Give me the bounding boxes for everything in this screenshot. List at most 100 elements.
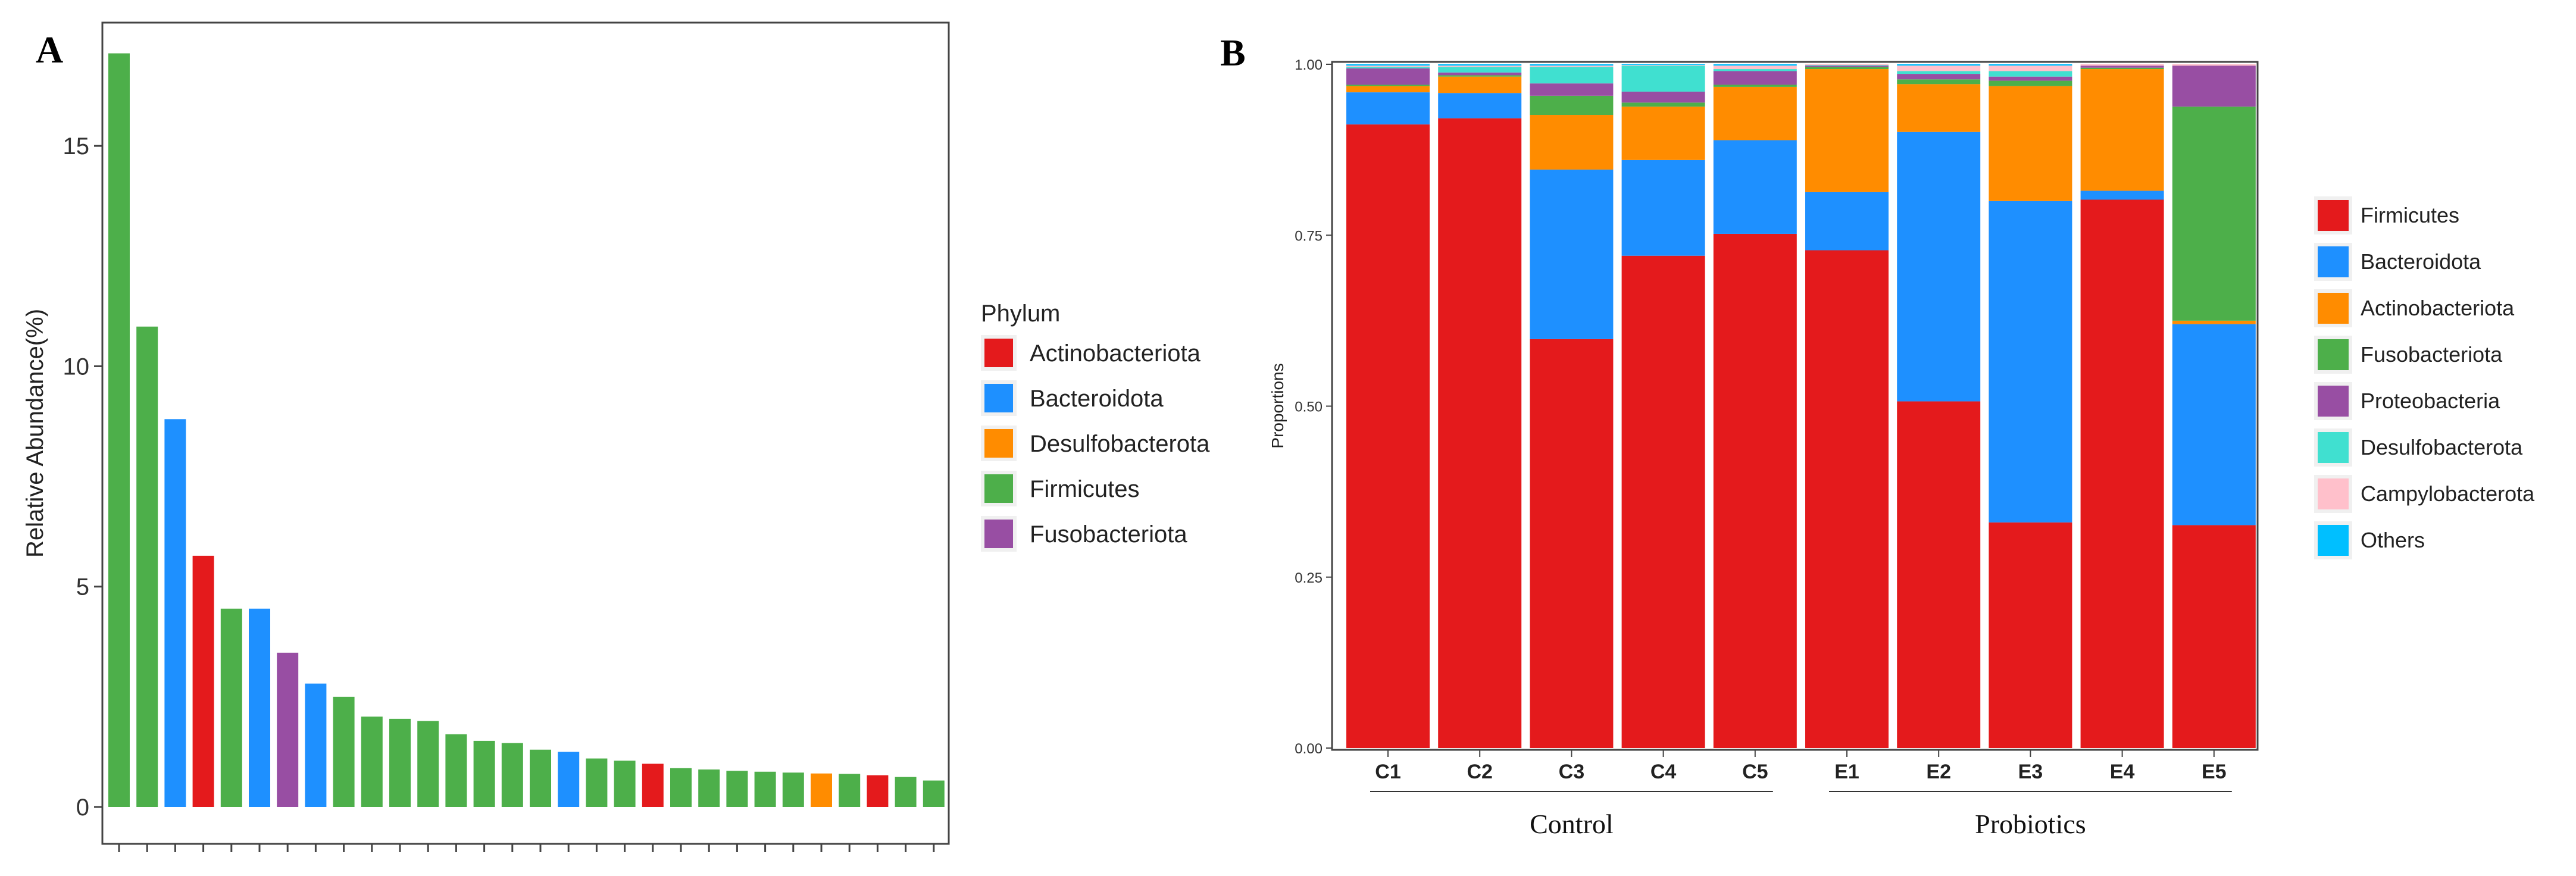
legend-label: Firmicutes	[1030, 476, 1139, 502]
bar-segment-fusobacteriota	[1989, 80, 2072, 86]
bar-segment-fusobacteriota	[1897, 79, 1981, 85]
bar-segment-others	[1346, 64, 1430, 66]
legend-swatch	[984, 339, 1013, 367]
bar-segment-campylobacterota	[1713, 65, 1797, 70]
bar-segment-desulfobacterota	[1989, 71, 2072, 77]
bar-segment-bacteroidota	[1621, 159, 1705, 256]
bar-segment-actinobacteriota	[1805, 69, 1889, 192]
bar-firmicutes	[782, 772, 804, 807]
bar-firmicutes	[726, 771, 748, 807]
group-label: Control	[1530, 809, 1614, 839]
x-tick-label: E2	[1926, 761, 1951, 783]
x-tick-label: E4	[2110, 761, 2135, 783]
legend-label: Desulfobacterota	[2361, 435, 2523, 459]
bar-firmicutes	[923, 780, 945, 807]
x-tick-label: C3	[1559, 761, 1584, 783]
bar-segment-fusobacteriota	[1805, 67, 1889, 70]
bar-segment-others	[1989, 64, 2072, 66]
legend-swatch	[2318, 246, 2349, 277]
legend-swatch	[2318, 200, 2349, 231]
bar-segment-desulfobacterota	[1713, 69, 1797, 71]
bar-segment-bacteroidota	[1989, 201, 2072, 523]
y-tick-label: 15	[63, 133, 90, 159]
bar-segment-bacteroidota	[1713, 140, 1797, 234]
bar-segment-actinobacteriota	[1897, 84, 1981, 132]
bar-bacteroidota	[249, 608, 270, 807]
panel-a-legend-title: Phylum	[981, 301, 1060, 327]
bar-firmicutes	[361, 717, 383, 807]
bar-segment-proteobacteria	[1989, 76, 2072, 81]
bar-segment-actinobacteriota	[1621, 107, 1705, 160]
panel-b-y-label: Proportions	[1268, 363, 1287, 448]
bar-segment-bacteroidota	[1346, 92, 1430, 125]
bar-segment-bacteroidota	[1530, 169, 1614, 339]
bar-segment-campylobacterota	[1438, 65, 1522, 67]
bar-segment-firmicutes	[2080, 199, 2164, 748]
bar-segment-bacteroidota	[1897, 132, 1981, 402]
bar-firmicutes	[614, 761, 636, 807]
y-tick-label: 0.75	[1295, 228, 1323, 244]
legend-swatch	[2318, 478, 2349, 509]
bar-segment-bacteroidota	[2080, 190, 2164, 200]
y-tick-label: 0	[76, 794, 89, 821]
bar-segment-fusobacteriota	[1346, 85, 1430, 86]
bar-fusobacteriota	[277, 652, 299, 807]
panel-b-legend: Firmicutes Bacteroidota Actinobacteriota Fu…	[2314, 196, 2535, 559]
bar-segment-desulfobacterota	[1621, 65, 1705, 92]
bar-firmicutes	[417, 721, 439, 807]
bar-segment-proteobacteria	[1897, 74, 1981, 80]
bar-segment-campylobacterota	[2172, 64, 2256, 66]
legend-swatch	[2318, 293, 2349, 324]
panel-a-legend: Phylum Actinobacteriota Bacteroidota Desul…	[981, 301, 1210, 552]
legend-label: Actinobacteriota	[2361, 296, 2515, 320]
bar-segment-firmicutes	[1805, 250, 1889, 748]
panel-b-groups: Control Probiotics	[1370, 791, 2232, 839]
bar-segment-others	[1438, 64, 1522, 66]
bar-segment-fusobacteriota	[1530, 95, 1614, 115]
bar-segment-actinobacteriota	[1346, 86, 1430, 93]
legend-label: Bacteroidota	[1030, 386, 1164, 412]
legend-swatch	[984, 429, 1013, 458]
bar-segment-actinobacteriota	[2172, 320, 2256, 324]
bar-segment-campylobacterota	[1346, 65, 1430, 67]
bar-segment-proteobacteria	[1530, 83, 1614, 96]
bar-segment-campylobacterota	[2080, 64, 2164, 66]
bar-segment-proteobacteria	[1438, 72, 1522, 76]
bar-bacteroidota	[558, 752, 580, 807]
legend-label: Proteobacteria	[2361, 389, 2500, 413]
y-tick-label: 0.50	[1295, 399, 1323, 415]
bar-actinobacteriota	[642, 764, 664, 807]
x-tick-label: C5	[1742, 761, 1768, 783]
bar-firmicutes	[530, 749, 551, 807]
legend-label: Fusobacteriota	[2361, 342, 2503, 367]
bar-segment-proteobacteria	[2172, 65, 2256, 107]
legend-label: Desulfobacterota	[1030, 431, 1210, 457]
bar-bacteroidota	[164, 419, 186, 807]
y-tick-label: 10	[63, 353, 90, 380]
bar-firmicutes	[670, 768, 692, 807]
bar-segment-actinobacteriota	[1989, 86, 2072, 201]
bar-segment-firmicutes	[1989, 522, 2072, 748]
bar-segment-bacteroidota	[1438, 93, 1522, 118]
bar-firmicutes	[895, 777, 917, 807]
panel-b-x-ticks: C1 C2 C3 C4 C5 E1 E2 E3 E4 E5	[1375, 750, 2227, 783]
bar-segment-others	[1621, 64, 1705, 65]
bar-segment-fusobacteriota	[1713, 85, 1797, 87]
bar-firmicutes	[333, 696, 355, 807]
bar-segment-campylobacterota	[1897, 65, 1981, 71]
legend-swatch	[2318, 339, 2349, 370]
bar-firmicutes	[586, 758, 608, 807]
bar-segment-firmicutes	[1897, 401, 1981, 748]
legend-label: Actinobacteriota	[1030, 340, 1201, 367]
y-tick-label: 0.25	[1295, 570, 1323, 586]
panel-a-bars	[108, 53, 945, 808]
x-tick-label: C4	[1650, 761, 1677, 783]
legend-swatch	[984, 474, 1013, 503]
panel-a-label: A	[36, 29, 63, 71]
bar-segment-firmicutes	[1713, 233, 1797, 748]
bar-segment-desulfobacterota	[1438, 67, 1522, 73]
bar-segment-actinobacteriota	[1530, 115, 1614, 170]
group-label: Probiotics	[1975, 809, 2086, 839]
bar-firmicutes	[754, 771, 776, 807]
